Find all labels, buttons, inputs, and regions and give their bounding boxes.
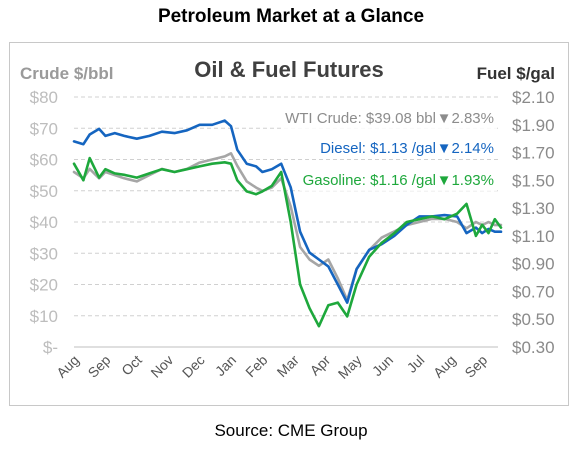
x-tick-label: Dec: [179, 352, 208, 381]
grid-lines: [74, 96, 498, 348]
y-left-tick-label: $80: [30, 88, 58, 107]
series-line-diesel: [72, 119, 503, 304]
annotation-text: Gasoline: $1.16 /gal: [303, 172, 436, 189]
annotation-wti-crude: WTI Crude: $39.08 bbl ▼2.83%: [282, 107, 497, 129]
y-right-tick-label: $1.90: [512, 116, 555, 135]
y-left-tick-label: $30: [30, 244, 58, 263]
annotation-diesel: Diesel: $1.13 /gal ▼2.14%: [317, 137, 497, 159]
oil-fuel-futures-chart: $- $10 $20 $30 $40 $50 $60 $70 $80 $0.30 $0.50 $0.7…: [20, 57, 555, 382]
annotation-change: ▼1.93%: [437, 172, 494, 189]
page-title: Petroleum Market at a Glance: [157, 6, 425, 27]
series-line-gasoline: [72, 156, 503, 328]
y-right-tick-label: $2.10: [512, 88, 555, 107]
y-right-tick-label: $1.10: [512, 227, 555, 246]
x-tick-label: Feb: [242, 352, 271, 381]
x-tick-label: Oct: [118, 352, 145, 379]
y-left-axis-title: Crude $/bbl: [20, 64, 114, 83]
y-right-tick-label: $1.30: [512, 199, 555, 218]
y-left-tick-label: $60: [30, 151, 58, 170]
y-right-tick-label: $1.50: [512, 171, 555, 190]
annotation-change: ▼2.14%: [437, 140, 494, 157]
source-note: Source: CME Group: [214, 421, 368, 440]
x-tick-label: Jan: [212, 352, 239, 379]
y-right-tick-label: $0.90: [512, 255, 555, 274]
annotation-bg: [282, 107, 497, 129]
y-left-tick-label: $10: [30, 307, 58, 326]
y-right-tick-label: $0.70: [512, 282, 555, 301]
annotation-bg: [299, 169, 497, 191]
y-right-tick-label: $1.70: [512, 144, 555, 163]
y-left-tick-label: $50: [30, 182, 58, 201]
x-tick-label: May: [335, 352, 365, 382]
x-tick-label: Jun: [369, 352, 396, 379]
y-left-tick-label: $20: [30, 276, 58, 295]
x-tick-label: Aug: [430, 352, 459, 381]
annotation-bg: [317, 137, 497, 159]
annotation-text: WTI Crude: $39.08 bbl: [285, 110, 436, 127]
x-tick-label: Sep: [85, 352, 114, 381]
series-lines: [72, 119, 503, 328]
chart-title: Oil & Fuel Futures: [194, 57, 383, 82]
annotation-gasoline: Gasoline: $1.16 /gal ▼1.93%: [299, 169, 497, 191]
y-left-tick-label: $70: [30, 119, 58, 138]
y-right-tick-label: $0.50: [512, 310, 555, 329]
y-left-tick-label: $40: [30, 213, 58, 232]
annotation-text: Diesel: $1.13 /gal: [320, 140, 436, 157]
y-right-tick-label: $0.30: [512, 338, 555, 357]
chart-labels: $- $10 $20 $30 $40 $50 $60 $70 $80 $0.30 $0.50 $0.7…: [20, 57, 555, 382]
chart-frame: $- $10 $20 $30 $40 $50 $60 $70 $80 $0.30 $0.50 $0.7…: [9, 42, 569, 406]
y-right-axis-title: Fuel $/gal: [477, 64, 555, 83]
annotation-change: ▼2.83%: [437, 110, 494, 127]
x-tick-label: Nov: [147, 352, 176, 381]
x-tick-label: Jul: [404, 352, 428, 376]
x-tick-label: Mar: [274, 352, 303, 381]
x-tick-label: Sep: [461, 352, 490, 381]
y-left-tick-label: $-: [43, 338, 58, 357]
x-tick-label: Apr: [307, 352, 334, 379]
